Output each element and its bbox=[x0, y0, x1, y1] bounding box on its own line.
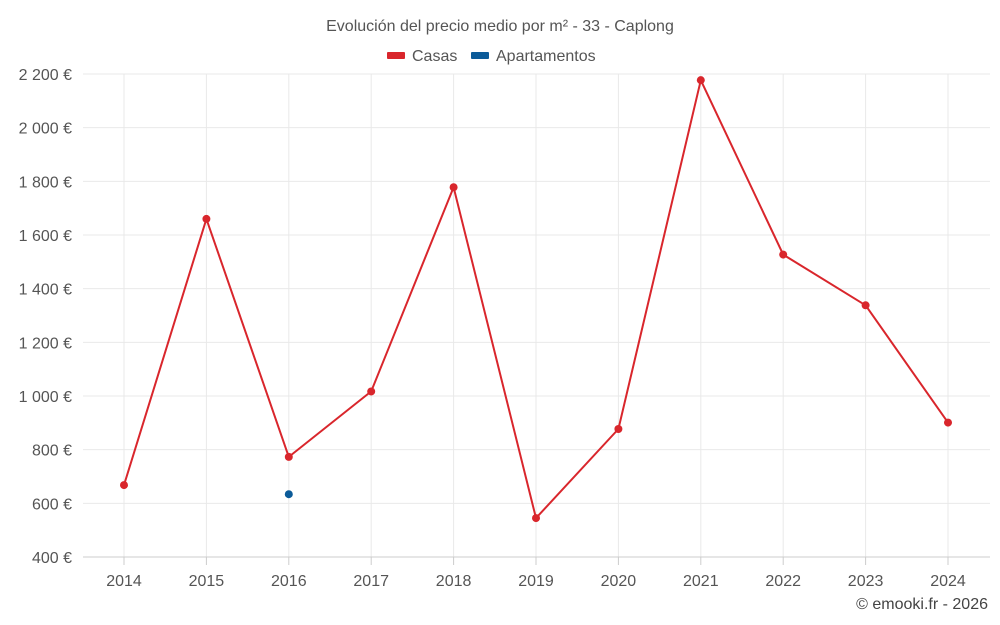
data-point-casas-2016[interactable] bbox=[284, 452, 293, 461]
legend: Casas Apartamentos bbox=[387, 48, 596, 65]
series bbox=[120, 76, 952, 523]
data-point-casas-2022[interactable] bbox=[779, 250, 788, 259]
y-tick-label: 800 € bbox=[32, 443, 72, 460]
y-tick-label: 2 200 € bbox=[19, 67, 72, 84]
x-tick-label: 2019 bbox=[518, 573, 554, 590]
x-tick-label: 2023 bbox=[848, 573, 884, 590]
legend-label-casas: Casas bbox=[412, 48, 457, 65]
data-point-casas-2020[interactable] bbox=[614, 425, 623, 434]
y-tick-label: 600 € bbox=[32, 496, 72, 513]
x-tick-label: 2018 bbox=[436, 573, 472, 590]
axes: 400 € 600 € 800 € 1 000 € 1 200 € 1 400 € 1 60… bbox=[19, 67, 990, 590]
legend-item-casas[interactable]: Casas bbox=[387, 48, 457, 65]
y-tick-label: 1 200 € bbox=[19, 335, 72, 352]
data-point-casas-2021[interactable] bbox=[696, 76, 705, 85]
data-point-casas-2017[interactable] bbox=[367, 387, 376, 396]
grid bbox=[83, 73, 990, 557]
legend-swatch-apartamentos bbox=[471, 52, 489, 59]
data-point-apartamentos-2016[interactable] bbox=[284, 490, 293, 499]
chart-title: Evolución del precio medio por m² - 33 -… bbox=[326, 18, 674, 35]
data-point-casas-2014[interactable] bbox=[120, 481, 128, 490]
x-tick-label: 2024 bbox=[930, 573, 966, 590]
data-point-casas-2015[interactable] bbox=[202, 214, 211, 223]
data-point-casas-2019[interactable] bbox=[532, 514, 540, 523]
x-tick-label: 2015 bbox=[189, 573, 225, 590]
x-tick-label: 2014 bbox=[106, 573, 142, 590]
credit-text: © emooki.fr - 2026 bbox=[856, 596, 988, 613]
x-tick-label: 2021 bbox=[683, 573, 719, 590]
legend-label-apartamentos: Apartamentos bbox=[496, 48, 596, 65]
x-tick-label: 2020 bbox=[601, 573, 637, 590]
x-tick-label: 2016 bbox=[271, 573, 307, 590]
legend-swatch-casas bbox=[387, 52, 405, 59]
data-point-casas-2023[interactable] bbox=[861, 301, 870, 310]
y-tick-label: 2 000 € bbox=[19, 121, 72, 138]
x-tick-label: 2022 bbox=[765, 573, 801, 590]
x-tick-label: 2017 bbox=[353, 573, 389, 590]
y-tick-label: 1 000 € bbox=[19, 389, 72, 406]
y-tick-label: 1 600 € bbox=[19, 228, 72, 245]
y-tick-label: 1 800 € bbox=[19, 174, 72, 191]
y-tick-label: 400 € bbox=[32, 550, 72, 567]
data-point-casas-2024[interactable] bbox=[944, 418, 952, 427]
y-tick-label: 1 400 € bbox=[19, 282, 72, 299]
legend-item-apartamentos[interactable]: Apartamentos bbox=[471, 48, 596, 65]
data-point-casas-2018[interactable] bbox=[449, 183, 458, 192]
